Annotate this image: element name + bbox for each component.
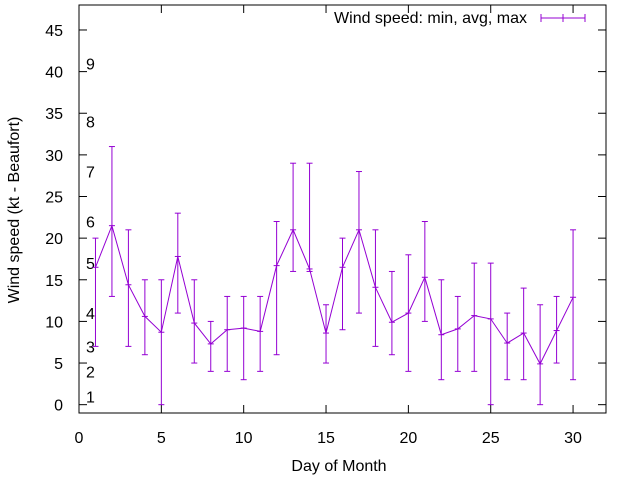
y-tick-label: 45	[45, 23, 63, 40]
y-tick-label: 0	[54, 398, 63, 415]
error-bar	[454, 295, 461, 372]
error-bar	[405, 254, 412, 372]
x-tick-label: 30	[564, 430, 582, 447]
error-bar	[520, 287, 527, 381]
error-bar	[438, 279, 445, 381]
error-bar	[257, 295, 264, 372]
error-bar	[323, 304, 330, 364]
x-axis-title: Day of Month	[291, 458, 386, 475]
legend-label: Wind speed: min, avg, max	[334, 10, 527, 27]
y-tick-label: 10	[45, 314, 63, 331]
y-tick-label: 20	[45, 231, 63, 248]
error-bar	[372, 229, 379, 347]
x-tick-label: 20	[399, 430, 417, 447]
wind-speed-series	[92, 146, 577, 406]
error-bar	[388, 270, 395, 356]
y-axis-title: Wind speed (kt - Beaufort)	[6, 117, 23, 304]
error-bar	[290, 162, 297, 272]
beaufort-label: 3	[86, 339, 95, 356]
y-tick-label: 5	[54, 356, 63, 373]
y-tick-label: 35	[45, 106, 63, 123]
x-tick-label: 0	[75, 430, 84, 447]
series-line	[95, 224, 574, 365]
beaufort-label: 7	[86, 165, 95, 182]
beaufort-label: 4	[86, 306, 95, 323]
beaufort-scale-labels: 1 2 3 4 5 6 7 8 9	[86, 56, 95, 406]
error-bar	[108, 146, 115, 297]
x-tick-label: 5	[157, 430, 166, 447]
legend: Wind speed: min, avg, max	[334, 10, 586, 27]
error-bar	[207, 320, 214, 372]
error-bar	[570, 229, 577, 381]
error-bar	[191, 279, 198, 364]
y-tick-label: 15	[45, 273, 63, 290]
y-tick-label: 25	[45, 190, 63, 207]
plot-frame	[78, 4, 607, 414]
error-bar	[306, 162, 313, 272]
error-bar	[553, 295, 560, 364]
x-tick-label: 15	[317, 430, 335, 447]
error-bar	[487, 262, 494, 406]
error-bar	[421, 220, 428, 322]
error-bar	[125, 229, 132, 347]
error-bar	[355, 171, 362, 314]
beaufort-label: 8	[86, 115, 95, 132]
y-tick-label: 40	[45, 65, 63, 82]
error-bar	[537, 304, 544, 406]
error-bar	[141, 279, 148, 356]
error-bar	[92, 237, 99, 347]
x-axis: 0 5 10 15 20 25 30	[75, 5, 582, 447]
error-bar	[174, 212, 181, 314]
y-tick-label: 30	[45, 148, 63, 165]
x-tick-label: 10	[235, 430, 253, 447]
beaufort-label: 6	[86, 214, 95, 231]
error-bar	[504, 312, 511, 381]
beaufort-label: 9	[86, 56, 95, 73]
beaufort-label: 5	[86, 256, 95, 273]
error-bar	[240, 295, 247, 381]
error-bar	[224, 295, 231, 372]
error-bar	[339, 237, 346, 331]
error-bar	[158, 279, 165, 406]
beaufort-label: 1	[86, 389, 95, 406]
error-bar	[273, 220, 280, 356]
legend-sample	[540, 14, 586, 22]
x-tick-label: 25	[482, 430, 500, 447]
beaufort-label: 2	[86, 364, 95, 381]
error-bar	[471, 262, 478, 372]
